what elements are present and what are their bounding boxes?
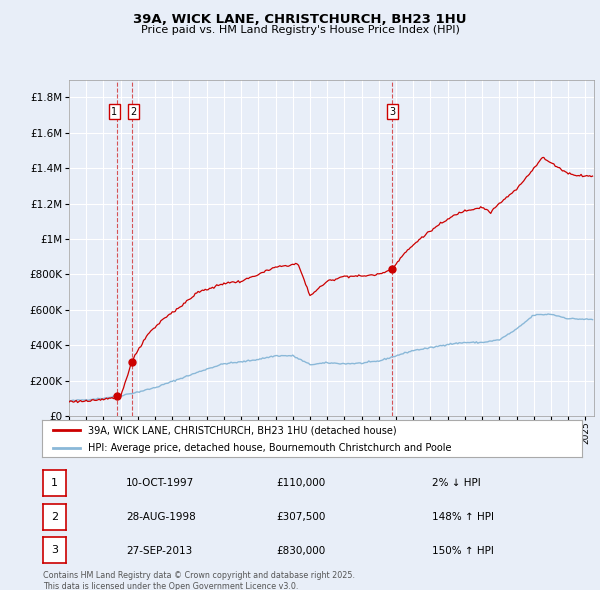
Text: 39A, WICK LANE, CHRISTCHURCH, BH23 1HU: 39A, WICK LANE, CHRISTCHURCH, BH23 1HU [133,13,467,26]
Text: £830,000: £830,000 [276,546,325,556]
Text: 1: 1 [111,107,117,117]
Text: 150% ↑ HPI: 150% ↑ HPI [432,546,494,556]
Text: 3: 3 [51,546,58,555]
Text: 3: 3 [390,107,396,117]
Text: 2: 2 [130,107,136,117]
Text: 2% ↓ HPI: 2% ↓ HPI [432,478,481,488]
Text: 148% ↑ HPI: 148% ↑ HPI [432,513,494,522]
Text: 28-AUG-1998: 28-AUG-1998 [126,513,196,522]
Text: £110,000: £110,000 [276,478,325,488]
Text: Contains HM Land Registry data © Crown copyright and database right 2025.
This d: Contains HM Land Registry data © Crown c… [43,571,355,590]
Text: HPI: Average price, detached house, Bournemouth Christchurch and Poole: HPI: Average price, detached house, Bour… [88,443,451,453]
Text: 10-OCT-1997: 10-OCT-1997 [126,478,194,488]
Text: Price paid vs. HM Land Registry's House Price Index (HPI): Price paid vs. HM Land Registry's House … [140,25,460,35]
Text: 39A, WICK LANE, CHRISTCHURCH, BH23 1HU (detached house): 39A, WICK LANE, CHRISTCHURCH, BH23 1HU (… [88,425,397,435]
Text: 27-SEP-2013: 27-SEP-2013 [126,546,192,556]
Text: 2: 2 [51,512,58,522]
Text: £307,500: £307,500 [276,513,325,522]
Text: 1: 1 [51,478,58,487]
